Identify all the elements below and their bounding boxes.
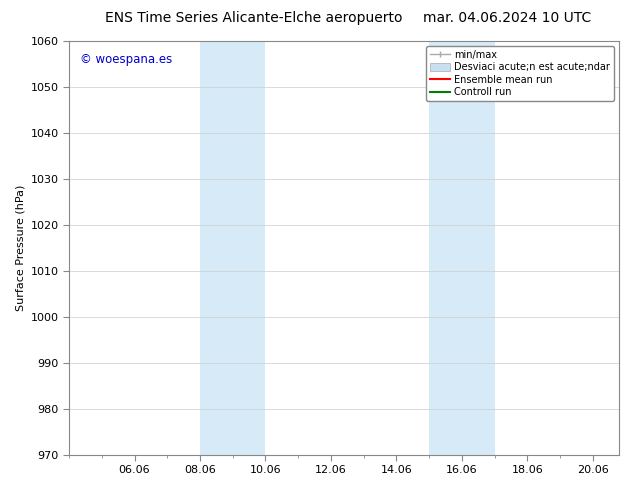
Text: mar. 04.06.2024 10 UTC: mar. 04.06.2024 10 UTC [423,11,592,25]
Y-axis label: Surface Pressure (hPa): Surface Pressure (hPa) [15,185,25,311]
Bar [429,41,495,455]
Bar [200,41,266,455]
Text: © woespana.es: © woespana.es [80,53,172,67]
Legend: min/max, Desviaci acute;n est acute;ndar, Ensemble mean run, Controll run: min/max, Desviaci acute;n est acute;ndar… [426,46,614,101]
Text: ENS Time Series Alicante-Elche aeropuerto: ENS Time Series Alicante-Elche aeropuert… [105,11,403,25]
